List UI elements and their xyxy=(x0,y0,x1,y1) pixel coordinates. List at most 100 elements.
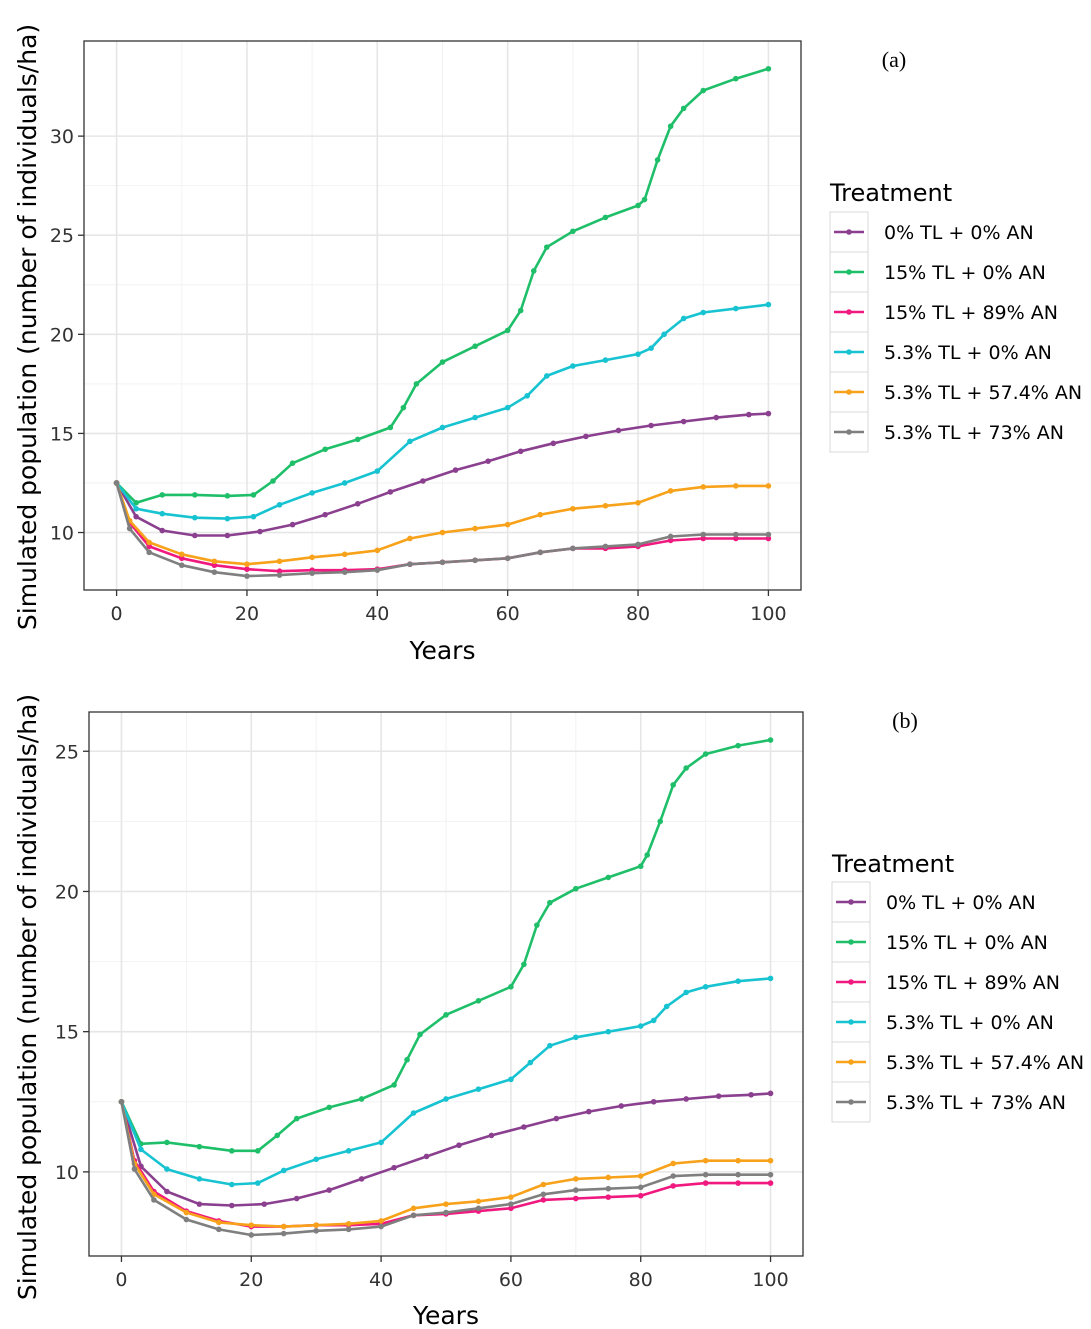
series-5-3pct-tl-0pct-an xyxy=(113,301,772,522)
data-point xyxy=(326,1187,332,1193)
data-point xyxy=(229,1202,235,1209)
data-point xyxy=(159,510,166,517)
data-point xyxy=(733,305,739,312)
y-tick-label: 20 xyxy=(55,881,79,903)
data-point xyxy=(767,975,774,982)
data-point xyxy=(683,765,689,771)
x-axis-title: Years xyxy=(412,1301,479,1329)
legend-key-point xyxy=(846,229,852,235)
data-point xyxy=(605,1194,612,1200)
data-point xyxy=(322,446,328,453)
data-point xyxy=(540,1191,547,1198)
data-point xyxy=(407,438,413,445)
data-point xyxy=(164,1188,170,1195)
data-point xyxy=(508,1205,514,1212)
data-point xyxy=(472,525,478,532)
data-point xyxy=(113,480,120,486)
series-5-3pct-tl-73pct-an xyxy=(113,480,772,579)
data-point xyxy=(280,1223,287,1230)
x-tick-label: 60 xyxy=(496,603,520,625)
data-point xyxy=(378,1139,384,1146)
data-point xyxy=(289,521,296,528)
data-point xyxy=(635,541,641,548)
data-point xyxy=(192,532,198,539)
data-point xyxy=(504,521,511,528)
data-point xyxy=(637,863,644,870)
y-tick-label: 15 xyxy=(50,423,74,445)
legend: Treatment 0% TL + 0% AN 15% TL + 0% AN 15% … xyxy=(831,850,1084,1123)
legend-key-0pct-tl-0pct-an xyxy=(831,881,871,923)
data-point xyxy=(178,555,185,562)
data-point xyxy=(274,1132,281,1139)
x-tick-label: 80 xyxy=(626,603,650,625)
data-point xyxy=(341,569,348,575)
data-point xyxy=(702,1157,709,1164)
data-point xyxy=(224,493,231,499)
data-point xyxy=(767,1090,774,1097)
data-point xyxy=(735,1157,741,1164)
data-point xyxy=(133,505,139,512)
data-point xyxy=(280,1230,287,1237)
data-point xyxy=(439,529,446,536)
data-point xyxy=(735,1180,741,1186)
series-line xyxy=(120,1092,772,1207)
x-tick-label: 20 xyxy=(235,603,259,625)
data-point xyxy=(508,1194,514,1200)
data-point xyxy=(524,392,531,399)
data-point xyxy=(570,505,576,512)
legend-key-5-3pct-tl-0pct-an xyxy=(831,1001,871,1043)
data-point xyxy=(443,1209,449,1216)
data-point xyxy=(254,1180,261,1186)
data-point xyxy=(485,458,491,464)
data-point xyxy=(635,202,641,209)
data-point xyxy=(224,532,231,539)
data-point xyxy=(276,568,283,574)
data-point xyxy=(354,436,361,443)
data-point xyxy=(550,440,557,447)
data-point xyxy=(250,492,257,498)
data-point xyxy=(508,1076,514,1083)
series-5-3pct-tl-57-4pct-an xyxy=(113,480,772,568)
data-point xyxy=(650,1098,657,1105)
y-tick-label: 25 xyxy=(55,741,79,763)
data-point xyxy=(521,961,527,968)
legend-entry-label: 5.3% TL + 0% AN xyxy=(886,1012,1054,1034)
data-point xyxy=(410,1212,417,1219)
data-point xyxy=(423,1153,430,1160)
legend-entry-label: 5.3% TL + 57.4% AN xyxy=(884,382,1082,404)
plot-border xyxy=(83,40,802,591)
legend-key-15pct-tl-0pct-an xyxy=(831,921,871,963)
data-point xyxy=(257,528,263,535)
data-point xyxy=(475,998,482,1004)
data-point xyxy=(700,87,707,94)
x-tick-label: 0 xyxy=(115,1269,127,1291)
data-point xyxy=(573,1195,579,1202)
data-point xyxy=(700,309,707,316)
data-point xyxy=(733,535,739,542)
legend-key-point xyxy=(846,389,852,395)
x-tick-label: 100 xyxy=(752,1269,788,1291)
data-point xyxy=(118,1098,125,1105)
series-0pct-tl-0pct-an xyxy=(118,1090,774,1209)
data-point xyxy=(765,535,772,542)
legend-entry-label: 15% TL + 89% AN xyxy=(886,972,1060,994)
data-point xyxy=(472,343,478,350)
data-point xyxy=(248,1222,255,1228)
data-point xyxy=(345,1220,352,1227)
x-tick-label: 40 xyxy=(365,603,389,625)
data-point xyxy=(345,1226,352,1233)
data-point xyxy=(553,1115,560,1122)
data-point xyxy=(715,1093,722,1099)
data-point xyxy=(374,547,381,554)
data-point xyxy=(326,1104,332,1111)
legend-entry-label: 15% TL + 89% AN xyxy=(884,302,1058,324)
data-point xyxy=(504,555,511,562)
data-point xyxy=(670,1173,676,1179)
data-point xyxy=(667,488,674,494)
data-point xyxy=(387,489,394,495)
data-point xyxy=(680,105,687,112)
x-axis-title: Years xyxy=(409,636,476,665)
data-point xyxy=(661,331,667,338)
data-point xyxy=(733,75,739,82)
